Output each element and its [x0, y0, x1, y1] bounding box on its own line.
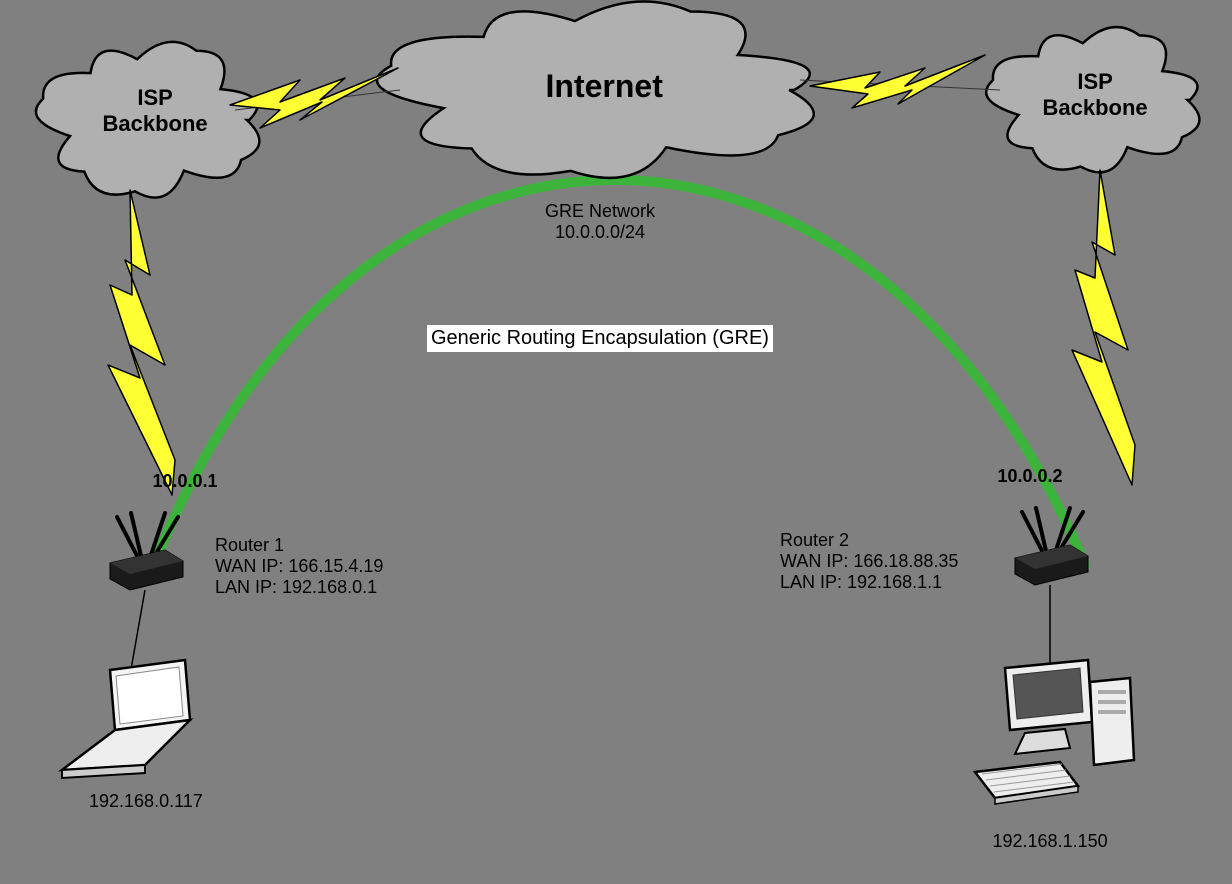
lightning-ispright-router2	[1072, 170, 1135, 485]
router1-wan: WAN IP: 166.15.4.19	[215, 556, 383, 576]
router1-info-label: Router 1 WAN IP: 166.15.4.19 LAN IP: 192…	[215, 535, 383, 598]
laptop-ip-label: 192.168.0.117	[89, 791, 203, 812]
isp-right-label: ISP Backbone	[1043, 69, 1148, 121]
gre-network-label: GRE Network 10.0.0.0/24	[545, 201, 655, 243]
router2-wan: WAN IP: 166.18.88.35	[780, 551, 958, 571]
isp-left-label: ISP Backbone	[103, 85, 208, 137]
lightning-ispleft-router1	[108, 190, 175, 495]
gre-endpoint-left-label: 10.0.0.1	[153, 471, 218, 492]
lightning-ispright-internet	[810, 55, 985, 108]
router2-lan: LAN IP: 192.168.1.1	[780, 572, 942, 592]
laptop-icon	[62, 660, 190, 778]
gre-endpoint-right-label: 10.0.0.2	[998, 466, 1063, 487]
router1-lan: LAN IP: 192.168.0.1	[215, 577, 377, 597]
internet-label: Internet	[546, 68, 663, 105]
router2-info-label: Router 2 WAN IP: 166.18.88.35 LAN IP: 19…	[780, 530, 958, 593]
desktop-icon	[975, 660, 1134, 804]
lightning-ispleft-internet	[230, 68, 398, 128]
router1-device-icon	[110, 513, 183, 590]
router1-title: Router 1	[215, 535, 284, 555]
gre-title-label: Generic Routing Encapsulation (GRE)	[427, 325, 773, 352]
line-router1-laptop	[130, 590, 145, 675]
router2-title: Router 2	[780, 530, 849, 550]
desktop-ip-label: 192.168.1.150	[993, 831, 1108, 852]
